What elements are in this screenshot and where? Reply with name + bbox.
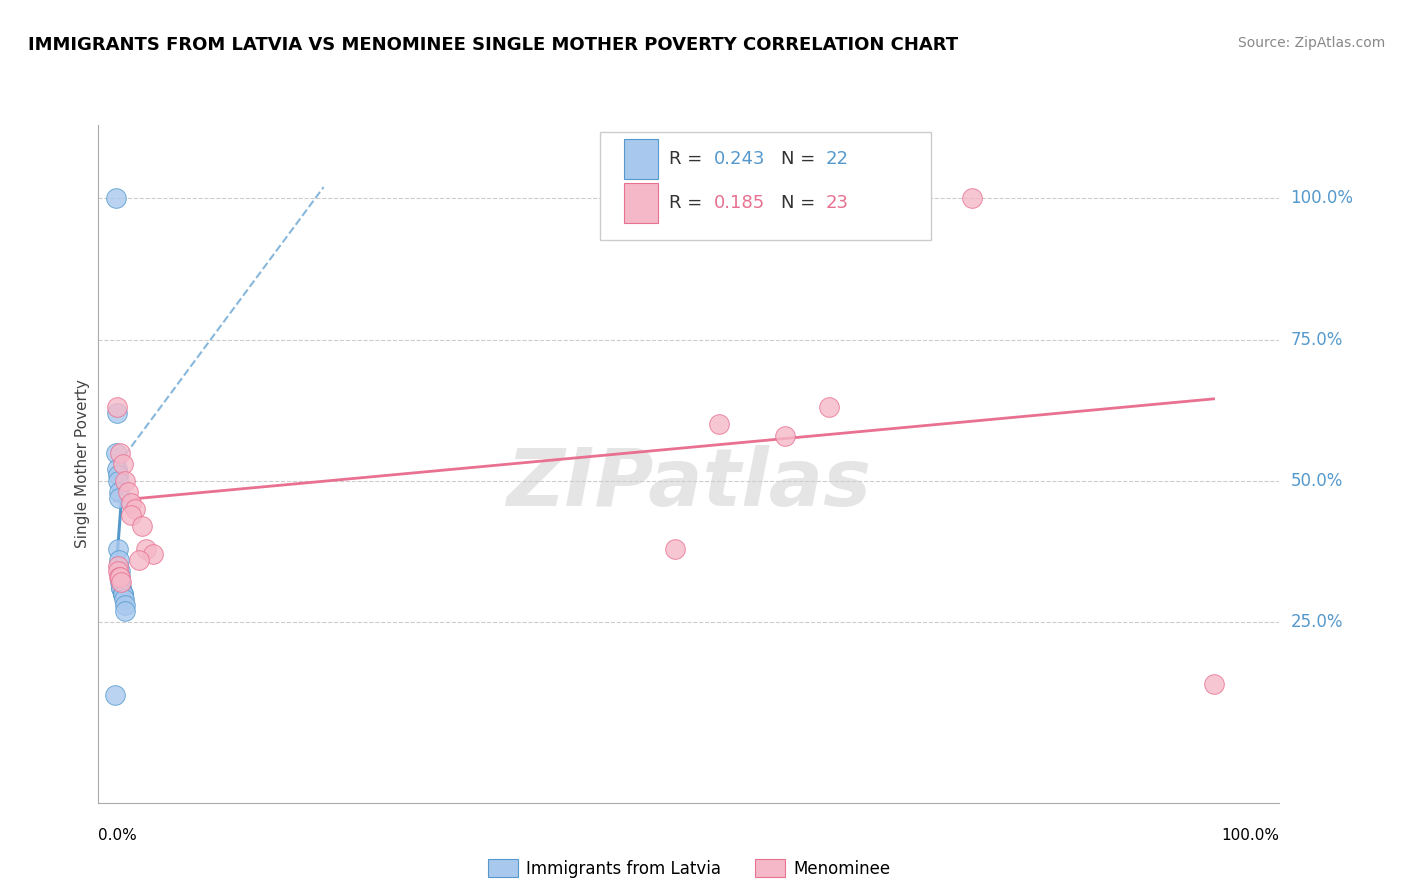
FancyBboxPatch shape: [600, 132, 931, 240]
Point: [664, 541, 686, 556]
Point: [773, 428, 796, 442]
Point: [107, 541, 129, 556]
Point: [111, 587, 134, 601]
Point: [111, 457, 134, 471]
Point: [120, 496, 142, 510]
Text: IMMIGRANTS FROM LATVIA VS MENOMINEE SINGLE MOTHER POVERTY CORRELATION CHART: IMMIGRANTS FROM LATVIA VS MENOMINEE SING…: [28, 36, 959, 54]
Point: [707, 417, 730, 432]
Point: [105, 445, 128, 459]
Point: [110, 575, 132, 590]
Text: ZIPatlas: ZIPatlas: [506, 445, 872, 524]
FancyBboxPatch shape: [624, 183, 658, 223]
Point: [1202, 677, 1225, 691]
Point: [818, 401, 841, 415]
Point: [114, 604, 136, 618]
Legend: Immigrants from Latvia, Menominee: Immigrants from Latvia, Menominee: [479, 851, 898, 886]
Point: [142, 547, 165, 561]
Point: [108, 570, 131, 584]
Text: 75.0%: 75.0%: [1291, 331, 1343, 349]
Point: [960, 191, 983, 205]
Point: [105, 406, 128, 420]
Point: [104, 689, 127, 703]
Point: [135, 541, 157, 556]
Text: 0.185: 0.185: [714, 194, 765, 211]
Point: [105, 191, 128, 205]
Point: [107, 468, 129, 483]
Y-axis label: Single Mother Poverty: Single Mother Poverty: [75, 379, 90, 549]
Text: Source: ZipAtlas.com: Source: ZipAtlas.com: [1237, 36, 1385, 50]
Point: [107, 564, 129, 578]
Point: [110, 570, 132, 584]
Point: [131, 519, 153, 533]
FancyBboxPatch shape: [624, 139, 658, 178]
Point: [107, 558, 129, 573]
Point: [110, 575, 132, 590]
Point: [105, 462, 128, 476]
Point: [107, 474, 129, 488]
Point: [120, 508, 142, 522]
Point: [108, 553, 131, 567]
Point: [114, 598, 136, 612]
Point: [117, 485, 139, 500]
Point: [128, 553, 150, 567]
Text: N =: N =: [782, 194, 821, 211]
Point: [110, 581, 132, 595]
Point: [114, 474, 136, 488]
Point: [111, 587, 134, 601]
Point: [112, 592, 135, 607]
Text: 25.0%: 25.0%: [1291, 613, 1343, 631]
Point: [105, 401, 128, 415]
Point: [110, 445, 132, 459]
Point: [111, 587, 134, 601]
Text: 0.243: 0.243: [714, 150, 765, 168]
Text: R =: R =: [669, 150, 707, 168]
Point: [110, 564, 132, 578]
Point: [110, 570, 132, 584]
Text: 23: 23: [825, 194, 849, 211]
Point: [110, 581, 132, 595]
Text: 50.0%: 50.0%: [1291, 472, 1343, 490]
Point: [108, 485, 131, 500]
Text: N =: N =: [782, 150, 821, 168]
Text: 100.0%: 100.0%: [1222, 828, 1279, 843]
Point: [108, 491, 131, 505]
Point: [124, 502, 146, 516]
Text: 100.0%: 100.0%: [1291, 189, 1354, 207]
Text: 0.0%: 0.0%: [98, 828, 138, 843]
Text: 22: 22: [825, 150, 849, 168]
Text: R =: R =: [669, 194, 707, 211]
